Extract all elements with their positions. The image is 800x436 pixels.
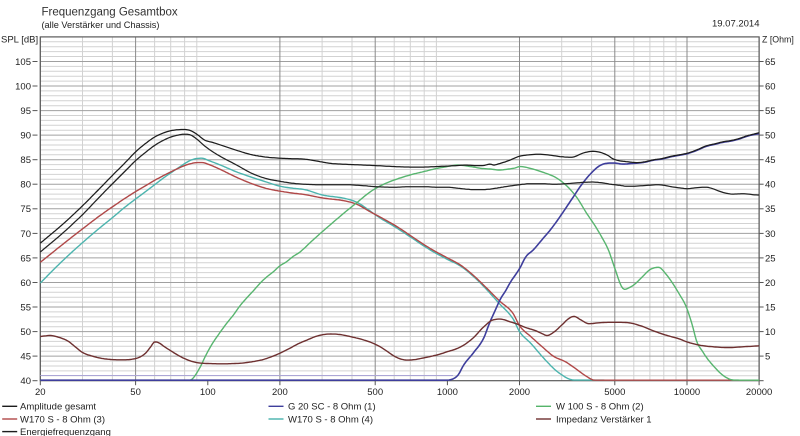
svg-text:55: 55	[20, 302, 31, 313]
svg-text:Impedanz Verstärker 1: Impedanz Verstärker 1	[556, 414, 652, 425]
svg-text:W 100 S - 8 Ohm (2): W 100 S - 8 Ohm (2)	[556, 402, 644, 413]
svg-text:50: 50	[20, 327, 31, 338]
svg-text:50: 50	[130, 387, 141, 398]
svg-text:10: 10	[765, 327, 776, 338]
svg-text:85: 85	[20, 155, 31, 166]
svg-text:G 20 SC - 8 Ohm (1): G 20 SC - 8 Ohm (1)	[288, 402, 376, 413]
svg-text:15: 15	[765, 302, 776, 313]
svg-text:200: 200	[272, 387, 288, 398]
svg-text:50: 50	[765, 131, 776, 142]
svg-text:45: 45	[765, 155, 776, 166]
svg-text:95: 95	[20, 106, 31, 117]
svg-text:75: 75	[20, 204, 31, 215]
svg-text:35: 35	[765, 204, 776, 215]
svg-text:SPL [dB]: SPL [dB]	[1, 34, 38, 45]
svg-text:500: 500	[367, 387, 383, 398]
svg-text:Amplitude gesamt: Amplitude gesamt	[20, 402, 96, 413]
svg-text:2000: 2000	[509, 387, 530, 398]
svg-text:Frequenzgang Gesamtbox: Frequenzgang Gesamtbox	[42, 7, 178, 19]
svg-text:105: 105	[15, 57, 31, 68]
svg-text:60: 60	[765, 81, 776, 92]
svg-text:40: 40	[765, 180, 776, 191]
svg-text:W170 S - 8 Ohm (4): W170 S - 8 Ohm (4)	[288, 414, 373, 425]
svg-text:1000: 1000	[437, 387, 458, 398]
svg-text:65: 65	[20, 253, 31, 264]
svg-text:45: 45	[20, 352, 31, 363]
svg-text:W170 S - 8 Ohm (3): W170 S - 8 Ohm (3)	[20, 414, 105, 425]
svg-text:55: 55	[765, 106, 776, 117]
svg-text:Z [Ohm]: Z [Ohm]	[762, 34, 794, 44]
svg-text:30: 30	[765, 229, 776, 240]
svg-text:20: 20	[35, 387, 46, 398]
svg-text:90: 90	[20, 131, 31, 142]
svg-text:25: 25	[765, 253, 776, 264]
svg-text:100: 100	[200, 387, 216, 398]
svg-text:80: 80	[20, 180, 31, 191]
svg-text:20: 20	[765, 278, 776, 289]
svg-text:19.07.2014: 19.07.2014	[712, 19, 760, 30]
svg-text:Energiefrequenzgang: Energiefrequenzgang	[20, 427, 111, 436]
svg-text:65: 65	[765, 57, 776, 68]
svg-text:70: 70	[20, 229, 31, 240]
svg-text:5: 5	[765, 352, 770, 363]
svg-text:60: 60	[20, 278, 31, 289]
svg-text:40: 40	[20, 376, 31, 387]
svg-text:5000: 5000	[604, 387, 625, 398]
svg-text:(alle Verstärker und Chassis): (alle Verstärker und Chassis)	[42, 20, 160, 30]
svg-text:20000: 20000	[746, 387, 772, 398]
svg-text:10000: 10000	[674, 387, 700, 398]
svg-text:100: 100	[15, 81, 31, 92]
